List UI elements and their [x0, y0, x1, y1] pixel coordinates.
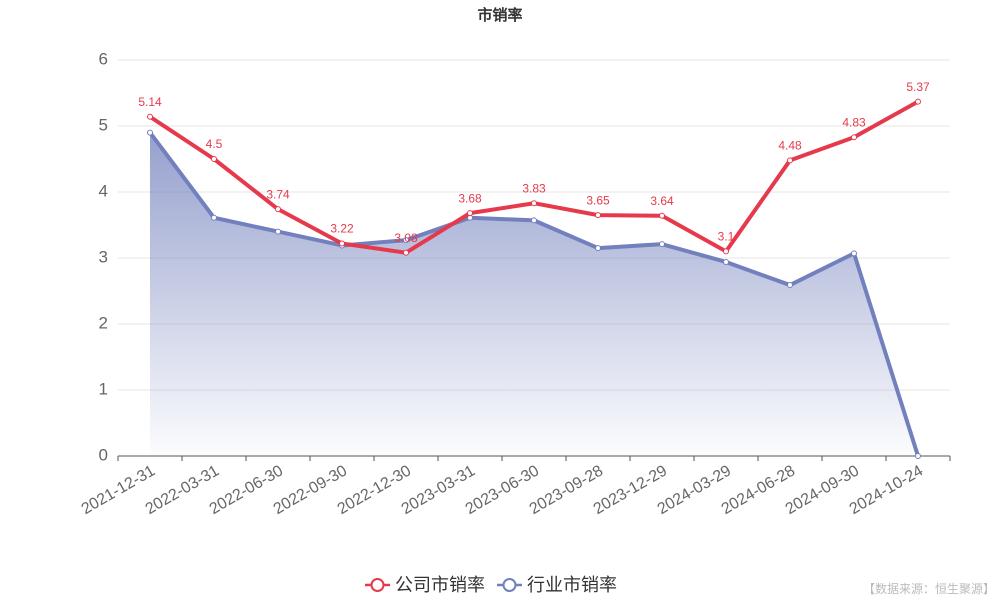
data-label: 3.65 [586, 193, 610, 207]
point [787, 282, 793, 289]
point [723, 258, 729, 265]
data-label: 3.1 [718, 230, 735, 244]
y-tick-label: 5 [99, 115, 108, 134]
point [915, 453, 921, 459]
point [531, 217, 537, 224]
point [275, 206, 281, 213]
area [150, 132, 918, 456]
point [595, 212, 601, 219]
source-note: 【数据来源：恒生聚源】 [863, 581, 995, 596]
point [467, 210, 473, 217]
point [211, 214, 217, 221]
legend-marker [502, 578, 517, 592]
y-tick-label: 2 [99, 313, 108, 332]
point [851, 250, 857, 257]
point [595, 245, 601, 252]
point [403, 249, 409, 256]
data-label: 3.83 [522, 181, 546, 195]
y-tick-label: 4 [99, 181, 108, 200]
y-tick-label: 0 [99, 445, 108, 464]
legend-marker [370, 578, 385, 592]
point [787, 157, 793, 164]
y-tick-label: 1 [99, 379, 108, 398]
point [147, 129, 153, 136]
data-label: 5.37 [906, 80, 930, 94]
point [659, 241, 665, 248]
point [531, 200, 537, 207]
data-label: 3.74 [266, 187, 290, 201]
point [211, 156, 217, 162]
data-label: 4.83 [842, 115, 866, 129]
data-label: 3.64 [650, 194, 674, 208]
data-label: 4.5 [206, 137, 223, 151]
data-label: 3.08 [394, 231, 418, 245]
point [915, 98, 921, 105]
point [851, 134, 857, 141]
data-label: 5.14 [138, 95, 162, 109]
legend-item: 行业市销率 [497, 575, 617, 595]
legend-label: 公司市销率 [395, 575, 485, 595]
legend-label: 行业市销率 [527, 575, 617, 595]
point [403, 237, 409, 244]
data-label: 3.68 [458, 191, 482, 205]
point [723, 248, 729, 255]
point [659, 212, 665, 219]
point [147, 113, 153, 120]
y-tick-label: 6 [99, 49, 108, 68]
point [275, 228, 281, 235]
chart-title: 市销率 [477, 6, 522, 24]
point [339, 240, 345, 247]
x-tick-label: 2024-10-24 [847, 462, 926, 518]
data-label: 3.22 [330, 222, 354, 236]
data-label: 4.48 [778, 138, 802, 152]
legend-item: 公司市销率 [365, 575, 485, 595]
y-tick-label: 3 [99, 247, 108, 266]
